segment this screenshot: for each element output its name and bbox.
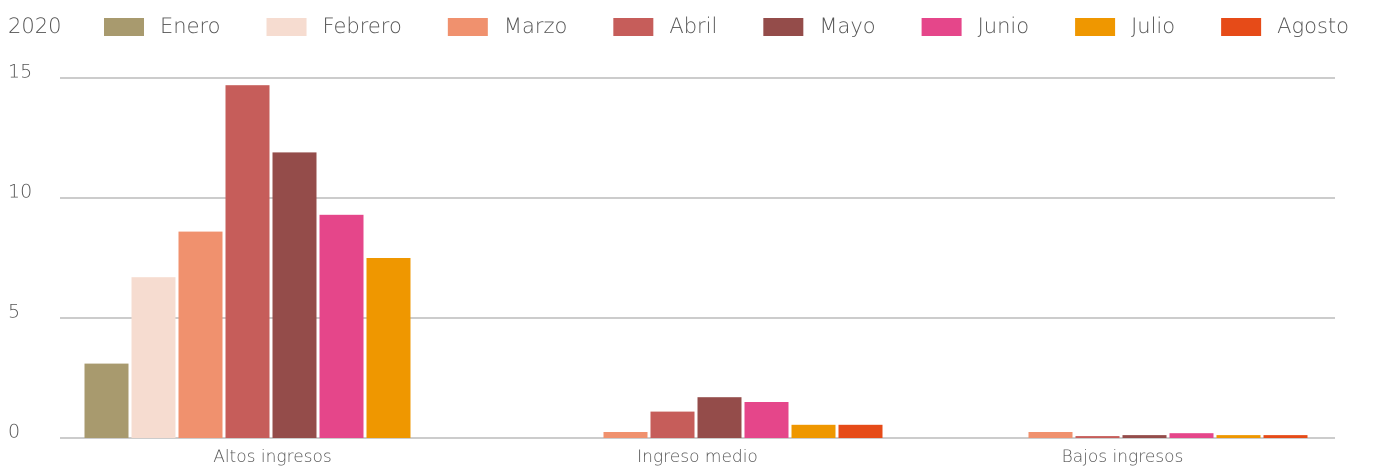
legend-label: Julio xyxy=(1131,14,1175,38)
legend-label: Marzo xyxy=(504,14,568,38)
bar xyxy=(272,152,317,438)
y-tick-label: 5 xyxy=(8,301,20,323)
legend-swatch xyxy=(613,18,654,36)
legend-swatch xyxy=(921,18,962,36)
bar xyxy=(697,397,742,438)
bar xyxy=(366,258,411,438)
legend-title: 2020 xyxy=(8,14,61,38)
legend-swatch xyxy=(1075,18,1116,36)
legend-label: Enero xyxy=(160,14,221,38)
bar xyxy=(84,363,129,438)
bar xyxy=(838,424,883,438)
bar xyxy=(1216,435,1261,438)
x-tick-label: Bajos ingresos xyxy=(1062,447,1184,467)
bar xyxy=(603,432,648,438)
bar xyxy=(744,402,789,438)
legend-swatch xyxy=(1221,18,1262,36)
bar xyxy=(131,277,176,438)
bar xyxy=(1075,436,1120,438)
legend-label: Febrero xyxy=(323,14,402,38)
legend-label: Mayo xyxy=(819,14,875,38)
bar xyxy=(1169,433,1214,438)
x-tick-label: Altos ingresos xyxy=(213,447,332,467)
y-tick-label: 15 xyxy=(8,61,32,83)
bar xyxy=(650,411,695,438)
bar xyxy=(225,85,270,438)
bar xyxy=(791,424,836,438)
y-tick-label: 10 xyxy=(8,181,32,203)
legend-swatch xyxy=(447,18,488,36)
legend-label: Junio xyxy=(978,14,1030,38)
y-tick-label: 0 xyxy=(8,421,20,443)
legend-label: Agosto xyxy=(1277,14,1349,38)
bar xyxy=(1263,435,1308,438)
bar xyxy=(1028,432,1073,438)
legend-swatch xyxy=(104,18,144,36)
bar xyxy=(1122,435,1167,438)
legend-label: Abril xyxy=(669,14,717,38)
legend-swatch xyxy=(763,18,804,36)
x-tick-label: Ingreso medio xyxy=(637,447,758,467)
bar xyxy=(319,214,364,438)
legend-swatch xyxy=(266,18,307,36)
bar xyxy=(178,231,223,438)
